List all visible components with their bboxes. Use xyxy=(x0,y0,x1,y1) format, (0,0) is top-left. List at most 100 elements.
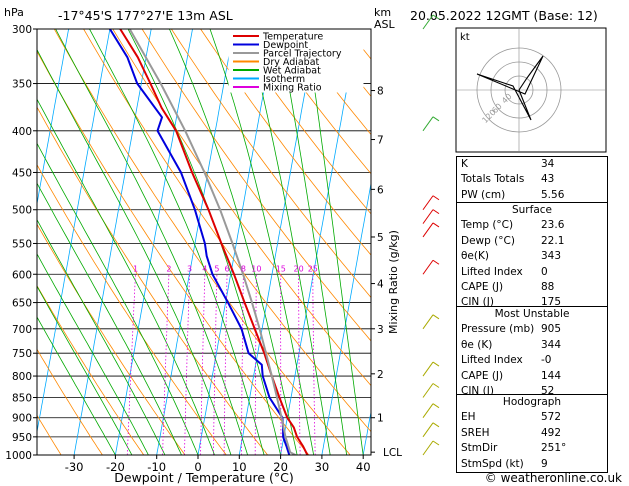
wind-barb-flag xyxy=(432,222,440,228)
mixing-ratio-label: 1 xyxy=(133,264,138,273)
wind-barb-flag xyxy=(432,314,440,320)
temp-tick-label: -10 xyxy=(147,460,166,474)
mixing-ratio-label: 25 xyxy=(308,264,318,273)
hodograph-kt-label: kt xyxy=(460,32,470,43)
isotherm-line xyxy=(280,29,359,455)
pressure-tick-label: 450 xyxy=(12,167,32,179)
mixing-ratio-label: 10 xyxy=(251,264,261,273)
surface-temp-row: Temp (°C) 23.6 xyxy=(461,219,565,232)
pw-row: PW (cm) 5.56 xyxy=(461,188,565,201)
series-temperature xyxy=(119,29,309,455)
isotherm-line xyxy=(115,29,193,455)
mixing-ratio-label: 4 xyxy=(202,264,207,273)
wet-adiabat-line xyxy=(55,29,248,455)
pressure-tick-label: 800 xyxy=(12,371,32,383)
mixing-ratio-label: 3 xyxy=(187,264,192,273)
legend-label: Wet Adiabat xyxy=(263,66,321,77)
wind-barb xyxy=(422,314,434,330)
wind-barb xyxy=(422,116,434,132)
km-tick-label: 3 xyxy=(377,324,384,336)
km-tick-label: 1 xyxy=(377,413,384,425)
mixing-ratio-label: 15 xyxy=(276,264,286,273)
pressure-tick-label: 350 xyxy=(12,79,32,91)
mixing-ratio-label: 8 xyxy=(241,264,246,273)
hodograph-stats-box: Hodograph EH 572 SREH 492 StmDir 251° StmSp… xyxy=(456,394,608,473)
datetime-title: 20.05.2022 12GMT (Base: 12) xyxy=(410,8,598,23)
pressure-tick-label: 900 xyxy=(12,413,32,425)
k-row: K 34 xyxy=(461,158,555,170)
pressure-tick-label: 400 xyxy=(12,126,32,138)
wet-adiabat-line xyxy=(37,219,166,455)
mixing-ratio-label: 2 xyxy=(166,264,171,273)
wind-barb-flag xyxy=(432,209,440,215)
copyright: © weatheronline.co.uk xyxy=(485,471,622,485)
dry-adiabat-line xyxy=(37,50,310,455)
mixing-ratio-label: 20 xyxy=(294,264,304,273)
wet-adiabat-line xyxy=(37,48,232,455)
unstable-cin-row: CIN (J) 52 xyxy=(461,384,555,397)
hodograph-trace xyxy=(476,55,544,121)
wind-barb-flag xyxy=(432,195,440,201)
legend-label: Dry Adiabat xyxy=(263,57,320,68)
surface-cape-row: CAPE (J) 88 xyxy=(461,280,555,293)
dry-adiabat-line xyxy=(258,29,371,175)
temp-tick-label: 10 xyxy=(232,460,247,474)
dry-adiabat-line xyxy=(37,164,227,455)
unstable-cape-row: CAPE (J) 144 xyxy=(461,369,562,382)
x-axis-title: Dewpoint / Temperature (°C) xyxy=(114,470,293,485)
km-tick-label: 2 xyxy=(377,369,384,381)
axes: 1 2 3 4 5 6 8 10 15 20 253003504004505005506006507… xyxy=(5,24,402,474)
km-tick-label: 7 xyxy=(377,135,384,147)
wet-adiabat-line xyxy=(246,29,331,455)
dry-adiabat-line xyxy=(37,348,103,455)
stmdir-row: StmDir 251° xyxy=(461,442,567,455)
sreh-row: SREH 492 xyxy=(461,426,562,439)
wet-adiabat-line xyxy=(127,29,281,455)
mixing-ratio-label: 5 xyxy=(214,264,219,273)
pressure-tick-label: 600 xyxy=(12,269,32,281)
legend-label: Temperature xyxy=(262,32,323,43)
temp-tick-label: 30 xyxy=(315,460,330,474)
plot-frame xyxy=(36,28,372,456)
wind-barb-flag xyxy=(432,403,440,409)
wind-barb xyxy=(422,403,434,419)
wind-barb-flag xyxy=(432,361,440,367)
surface-li-row: Lifted Index 0 xyxy=(461,265,548,278)
surface-theta-row: θe(K) 343 xyxy=(461,250,562,263)
indices-box: K 34 Totals Totals 43 PW (cm) 5.56 xyxy=(456,156,608,205)
km-tick-label: 5 xyxy=(377,232,384,244)
km-tick-label: 6 xyxy=(377,184,384,196)
wind-barb xyxy=(422,383,434,398)
unstable-li-row: Lifted Index -0 xyxy=(461,354,552,367)
km-tick-label: 4 xyxy=(377,279,384,291)
temp-tick-label: -30 xyxy=(65,460,84,474)
pressure-tick-label: 1000 xyxy=(5,450,32,462)
lcl-label: LCL xyxy=(383,447,402,459)
temp-tick-label: 0 xyxy=(194,460,201,474)
legend-label: Mixing Ratio xyxy=(263,83,322,94)
unstable-box: Most Unstable Pressure (mb) 905 θe (K) 344… xyxy=(456,306,608,401)
pressure-tick-label: 950 xyxy=(12,432,32,444)
location-title: -17°45'S 177°27'E 13m ASL xyxy=(58,8,233,23)
dry-adiabat-line xyxy=(170,29,371,299)
wind-barb-flag xyxy=(432,422,440,428)
mixing-ratio-line xyxy=(162,274,170,455)
isotherm-line xyxy=(37,29,111,435)
pressure-tick-label: 550 xyxy=(12,238,32,250)
temp-tick-label: -20 xyxy=(106,460,125,474)
dry-adiabat-line xyxy=(112,29,371,387)
wind-barb xyxy=(422,14,434,30)
dry-adiabat-line xyxy=(200,29,371,256)
hodograph-title: Hodograph xyxy=(502,396,562,408)
pressure-tick-label: 500 xyxy=(12,205,32,217)
mixing-ratio-line xyxy=(126,274,136,455)
legend-label: Dewpoint xyxy=(263,40,308,51)
wind-barb xyxy=(422,209,434,224)
stmspd-row: StmSpd (kt) 9 xyxy=(461,457,548,470)
wind-barb-flag xyxy=(432,259,440,265)
wind-barb xyxy=(422,222,434,238)
plot-series xyxy=(109,29,309,455)
dry-adiabat-line xyxy=(229,29,371,215)
mixing-ratio-line xyxy=(184,274,190,455)
